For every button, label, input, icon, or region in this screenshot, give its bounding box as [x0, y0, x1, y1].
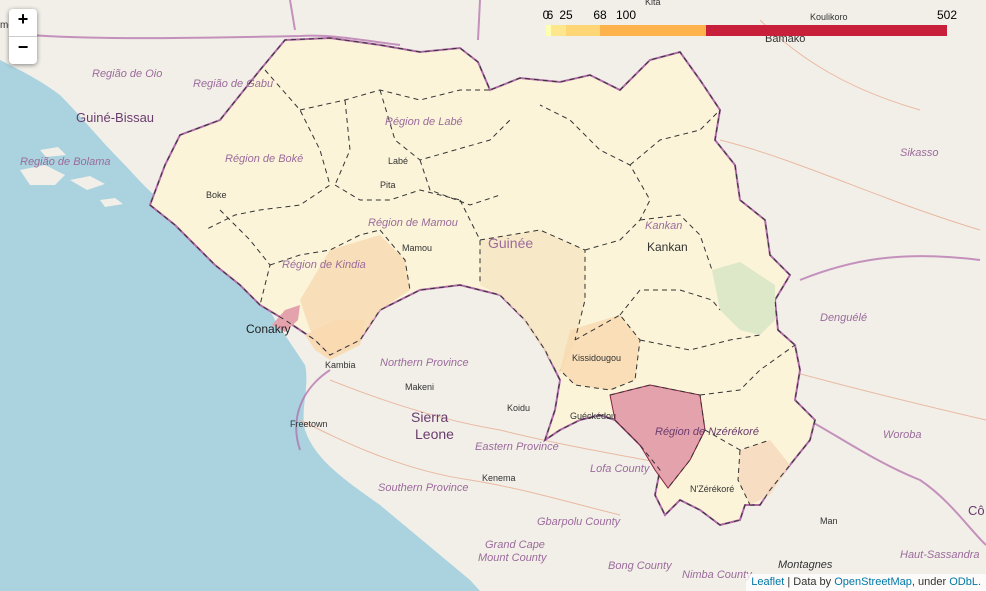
prefecture-borders	[149, 37, 816, 526]
legend-tick-6: 6	[546, 8, 554, 22]
legend-tick-502: 502	[936, 8, 958, 22]
attribution-under: , under	[911, 576, 950, 588]
leaflet-link[interactable]: Leaflet	[751, 576, 785, 588]
legend-tick-25: 25	[559, 8, 573, 22]
legend-tick-68: 68	[593, 8, 607, 22]
legend-bin-1	[551, 25, 566, 36]
prefecture-mandiana-shade[interactable]	[712, 262, 775, 335]
atlantic-ocean	[0, 60, 480, 591]
legend-tick-0: 0	[542, 8, 550, 22]
bijagos-islands	[20, 147, 123, 207]
zoom-out-button[interactable]: −	[9, 36, 37, 64]
prefecture-coyah-shade[interactable]	[305, 320, 365, 360]
zoom-in-button[interactable]: +	[17, 9, 29, 29]
legend-bin-4	[706, 25, 947, 36]
zoom-control: + −	[9, 9, 37, 64]
prefecture-lola-shade[interactable]	[738, 440, 790, 505]
choropleth-legend: 0 6 25 68 100 502	[540, 8, 957, 38]
legend-bin-3	[600, 25, 626, 36]
odbl-link[interactable]: ODbL.	[949, 576, 981, 588]
legend-bin-0	[546, 25, 551, 36]
prefecture-faranah-shade[interactable]	[480, 230, 585, 375]
osm-link[interactable]: OpenStreetMap	[834, 576, 912, 588]
country-borders	[29, 0, 986, 546]
map-attribution: Leaflet | Data by OpenStreetMap, under O…	[746, 574, 986, 591]
legend-bin-3b	[626, 25, 706, 36]
legend-tick-100: 100	[615, 8, 637, 22]
prefecture-conakry-shade[interactable]	[272, 305, 300, 332]
legend-bin-2	[566, 25, 600, 36]
attribution-sep: | Data by	[784, 576, 835, 588]
prefecture-kissidougou-shade[interactable]	[560, 315, 640, 390]
